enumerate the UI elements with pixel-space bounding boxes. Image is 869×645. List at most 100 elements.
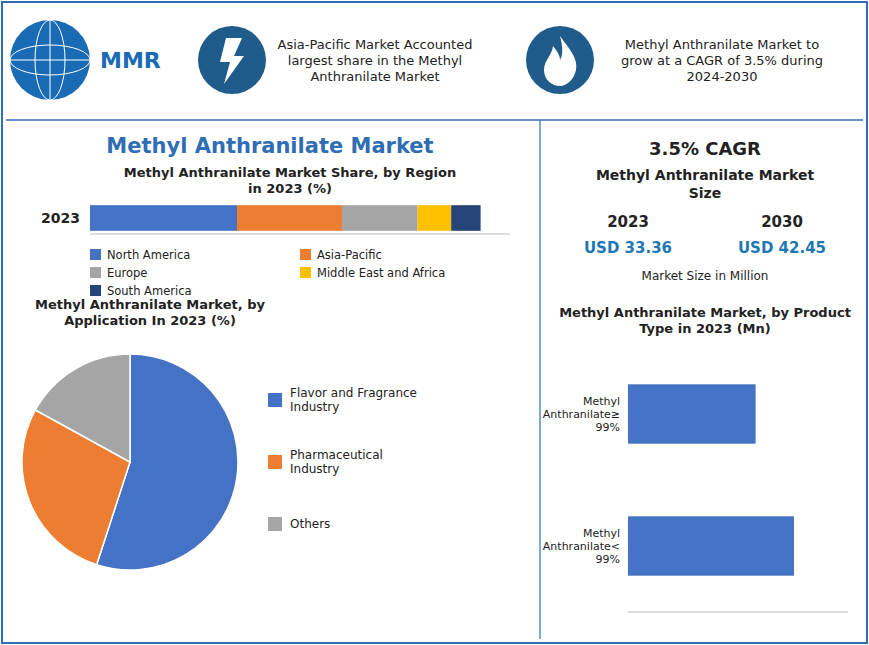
market-size-title: Methyl Anthranilate Market Size (596, 167, 814, 200)
text-line: Flavor and Fragrance (290, 386, 417, 400)
bar-chart: Methyl Anthranilate Market Share, by Reg… (41, 165, 510, 298)
divider (6, 119, 863, 121)
chart-title: Methyl Anthranilate Market Share, by Reg… (124, 165, 456, 196)
market-value: USD 33.36 (584, 239, 672, 257)
text-line: Europe (107, 266, 147, 280)
border (2, 2, 867, 643)
bar-segment (451, 205, 480, 231)
text-line: Middle East and Africa (317, 266, 445, 280)
legend-swatch (90, 267, 101, 278)
text-line: Anthranilate Market (310, 68, 439, 83)
text-line: 99% (596, 421, 620, 434)
text-line: Methyl (583, 526, 620, 539)
bar (628, 384, 756, 443)
axis-line (90, 234, 510, 235)
globe-icon (10, 20, 90, 100)
cagr: 3.5% CAGR (649, 138, 761, 159)
pie-slice (35, 354, 130, 462)
text-line: 2030 (761, 213, 803, 231)
bar (628, 516, 794, 575)
text-line: 99% (596, 553, 620, 566)
text-line: Asia-Pacific (317, 248, 382, 262)
bar-chart: Methyl Anthranilate Market, by ProductTy… (543, 305, 851, 612)
text-line: Pharmaceutical (290, 448, 383, 462)
year: 2023 (607, 213, 649, 231)
market-size-info: 3.5% CAGR Methyl Anthranilate Market Size 2… (584, 138, 826, 284)
text-line: 2023 (607, 213, 649, 231)
header: MMR Asia-Pacific Market Accountedlargest … (10, 20, 823, 100)
pie-chart: Methyl Anthranilate Market, byApplicatio… (22, 297, 417, 570)
legend-swatch (268, 517, 282, 531)
bolt-shape (220, 38, 244, 84)
text-line: Methyl Anthranilate Market, by (35, 297, 265, 312)
text-line: Industry (290, 400, 339, 414)
text-line: Methyl (583, 394, 620, 407)
legend-label: Europe (107, 266, 147, 280)
text-line: Industry (290, 462, 339, 476)
legend-label: South America (107, 284, 192, 298)
category-label: MethylAnthranilate<99% (543, 526, 620, 566)
brand: MMR (100, 48, 161, 73)
text-line: MMR (100, 48, 161, 73)
title: Methyl Anthranilate Market (106, 134, 433, 158)
bar-segment (342, 205, 418, 231)
text-line: Others (290, 517, 330, 531)
text-line: Methyl Anthranilate Market, by Product (559, 305, 851, 320)
text-line: 2023 (41, 210, 80, 226)
text-line: Anthranilate≥ (543, 408, 620, 421)
legend-label: Middle East and Africa (317, 266, 445, 280)
legend: Flavor and FragranceIndustryPharmaceutic… (268, 386, 417, 531)
chart-title: Methyl Anthranilate Market, byApplicatio… (35, 297, 265, 328)
bar-segment (237, 205, 342, 231)
text-line: largest share in the Methyl (288, 53, 462, 68)
year: 2030 (761, 213, 803, 231)
category-label: MethylAnthranilate≥99% (543, 394, 620, 434)
axis-line (628, 612, 848, 613)
text-line: Methyl Anthranilate Market (106, 134, 433, 158)
header-text: Asia-Pacific Market Accountedlargest sha… (278, 37, 473, 84)
bar-segment (418, 205, 452, 231)
bar-segment (90, 205, 237, 231)
background (0, 0, 869, 645)
legend: North America Asia-Pacific Europe Middle Ea… (90, 248, 445, 298)
text-line: Anthranilate< (543, 540, 620, 553)
text-line: USD 42.45 (738, 239, 826, 257)
chart-title: Methyl Anthranilate Market, by ProductTy… (559, 305, 851, 336)
text-line: Size (689, 185, 722, 201)
legend-label: Others (290, 517, 330, 531)
legend-swatch (300, 267, 311, 278)
text-line: Asia-Pacific Market Accounted (278, 37, 473, 52)
legend-swatch (268, 455, 282, 469)
text-line: grow at a CAGR of 3.5% during (621, 53, 823, 68)
legend-swatch (90, 285, 101, 296)
text-line: Methyl Anthranilate Market (596, 167, 814, 183)
globe-line (50, 20, 51, 100)
legend-label: PharmaceuticalIndustry (290, 448, 383, 477)
header-text: Methyl Anthranilate Market togrow at a C… (621, 37, 823, 84)
market-size-note: Market Size in Million (642, 269, 769, 283)
text-line: North America (107, 248, 190, 262)
divider (539, 120, 540, 639)
bars (90, 205, 481, 231)
flame-shape (544, 36, 576, 86)
legend-swatch (90, 249, 101, 260)
legend-swatch (300, 249, 311, 260)
legend-swatch (268, 393, 282, 407)
text-line: USD 33.36 (584, 239, 672, 257)
flame-icon (526, 26, 594, 94)
text-line: Type in 2023 (Mn) (639, 320, 770, 335)
text-line: Application In 2023 (%) (64, 312, 236, 327)
text-line: 2024-2030 (687, 68, 758, 83)
category-label: 2023 (41, 210, 80, 226)
market-value: USD 42.45 (738, 239, 826, 257)
legend-label: North America (107, 248, 190, 262)
bars (628, 384, 794, 575)
text-line: Methyl Anthranilate Market to (625, 37, 819, 52)
legend-label: Flavor and FragranceIndustry (290, 386, 417, 415)
bolt-icon (198, 26, 266, 94)
text-line: South America (107, 284, 192, 298)
text-line: Methyl Anthranilate Market Share, by Reg… (124, 165, 456, 180)
text-line: 3.5% CAGR (649, 138, 761, 159)
legend-label: Asia-Pacific (317, 248, 382, 262)
text-line: Market Size in Million (642, 269, 769, 283)
